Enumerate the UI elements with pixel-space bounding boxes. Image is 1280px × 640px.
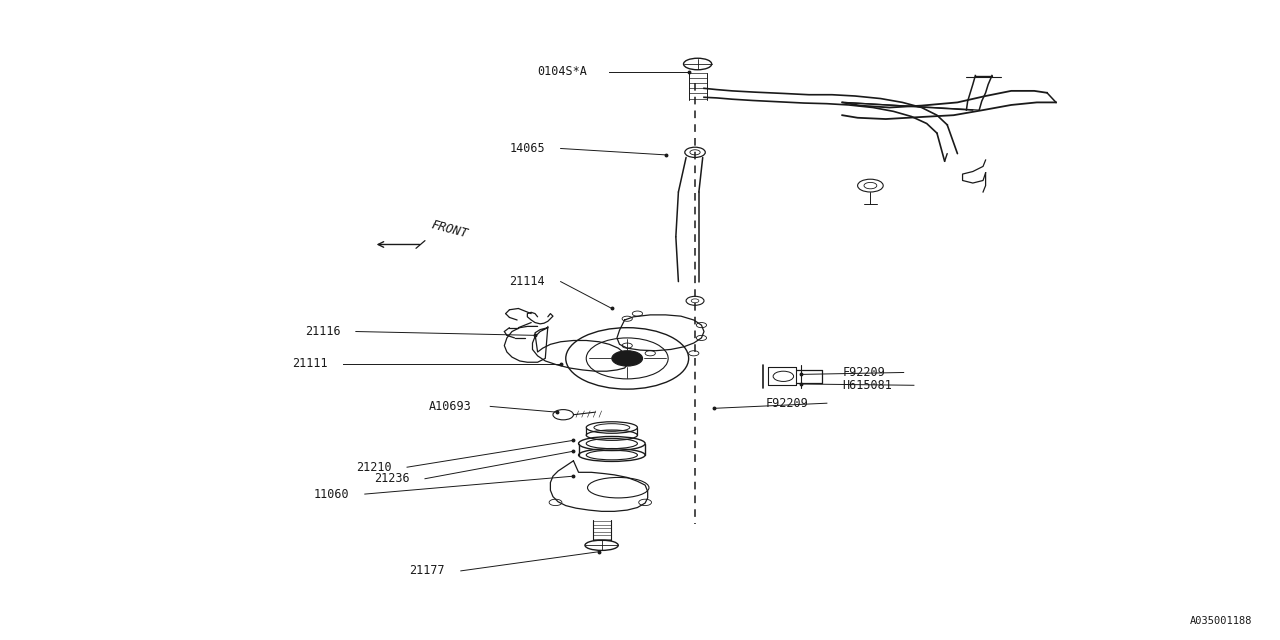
Text: 21236: 21236	[374, 472, 410, 485]
Text: 0104S*A: 0104S*A	[538, 65, 588, 78]
Text: 21114: 21114	[509, 275, 545, 288]
Text: A035001188: A035001188	[1189, 616, 1252, 626]
Text: 21210: 21210	[356, 461, 392, 474]
Text: F92209: F92209	[842, 366, 884, 379]
Text: 11060: 11060	[314, 488, 349, 500]
Text: A10693: A10693	[429, 400, 471, 413]
Text: H615081: H615081	[842, 379, 892, 392]
Text: 21177: 21177	[410, 564, 445, 577]
Text: 21116: 21116	[305, 325, 340, 338]
Text: FRONT: FRONT	[430, 218, 470, 241]
Circle shape	[612, 351, 643, 366]
Text: F92209: F92209	[765, 397, 808, 410]
Text: 21111: 21111	[292, 357, 328, 370]
Text: 14065: 14065	[509, 142, 545, 155]
